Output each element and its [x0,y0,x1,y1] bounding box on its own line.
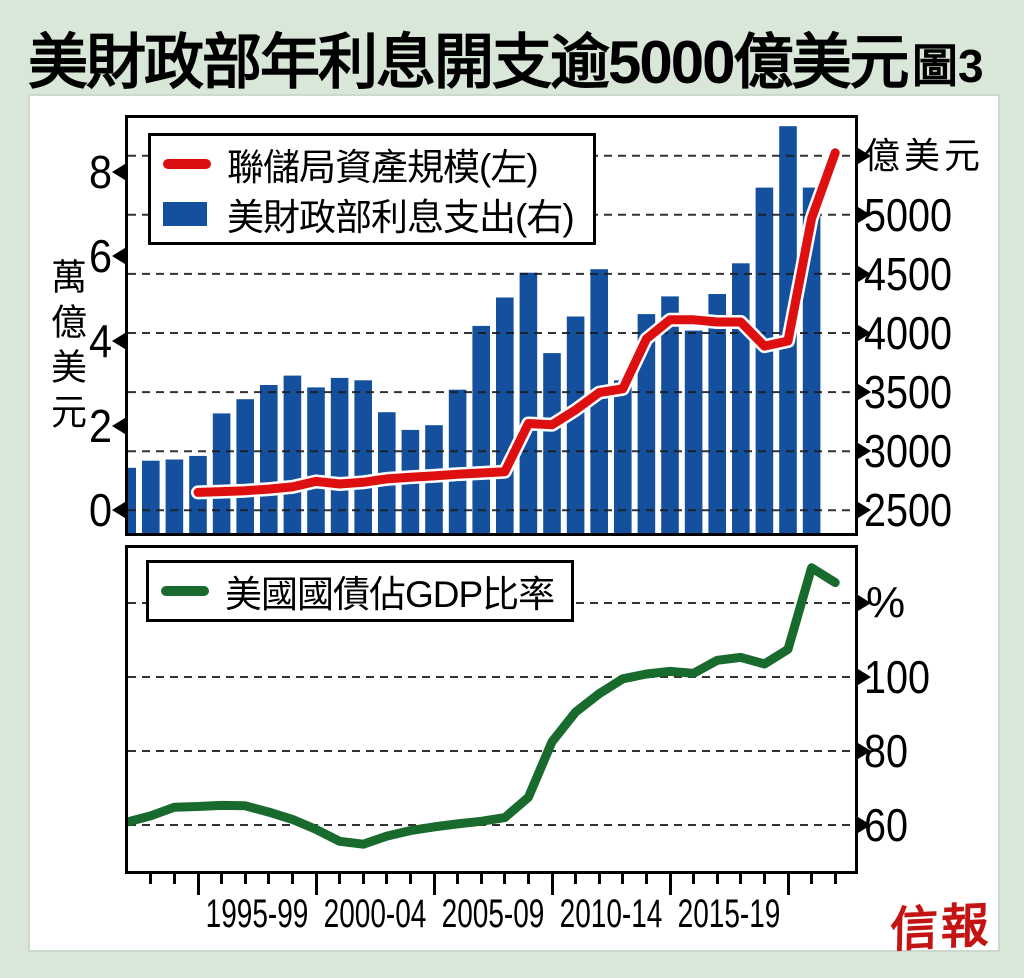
x-axis-tick-2007 [503,874,506,884]
percent-axis-unit-label: % [866,581,905,625]
newspaper-chart-page: 美財政部年利息開支逾5000億美元 圖3 聯儲局資產規模(左) 美財政部利息支出… [0,0,1024,978]
x-axis-major-tick-2009 [551,874,554,895]
green-line-swatch [161,586,209,596]
left-axis-tick-arrow [112,418,125,434]
bar-1992 [142,461,160,533]
percent-axis-tick-label: 100 [864,651,930,703]
x-axis-label: 2015-19 [678,892,781,937]
x-axis-tick-1996 [244,874,247,884]
bar-1993 [166,460,184,534]
right-axis-unit-arrow [858,148,871,164]
blue-square-swatch [163,202,207,226]
right-axis-tick-label: 3500 [864,366,952,418]
x-axis-tick-2013 [645,874,648,884]
x-axis-label: 1995-99 [206,892,309,937]
bar-2010 [567,317,585,534]
x-axis-tick-2006 [480,874,483,884]
bar-2015 [685,331,703,533]
x-axis-major-tick-2019 [787,874,790,895]
x-axis-tick-2015 [692,874,695,884]
x-axis-tick-2010 [574,874,577,884]
bar-2017 [732,263,750,533]
right-axis-tick-label: 4000 [864,307,952,359]
legend-label: 美國國債佔GDP比率 [225,564,554,618]
x-axis-tick-2005 [456,874,459,884]
bar-2009 [543,353,561,533]
x-axis-tick-2008 [527,874,530,884]
bar-1991 [128,468,136,533]
x-axis-major-tick-2004 [433,874,436,895]
bar-2016 [708,294,726,533]
right-axis-tick-label: 4500 [864,248,952,300]
x-axis-major-tick-1999 [315,874,318,895]
right-axis-tick-arrow [858,384,871,400]
percent-axis-tick-arrow [858,669,871,685]
x-axis-tick-2017 [739,874,742,884]
right-axis-tick-label: 2500 [864,484,952,536]
x-axis-tick-2012 [621,874,624,884]
x-axis-tick-2003 [409,874,412,884]
x-axis-major-tick-2014 [669,874,672,895]
left-axis-tick-label: 4 [74,315,112,367]
x-axis-tick-1993 [173,874,176,884]
percent-axis-unit-arrow [858,595,871,611]
percent-axis-tick-arrow [858,817,871,833]
hkej-logo: 信報 [889,885,992,960]
x-axis-tick-1997 [267,874,270,884]
page-title: 美財政部年利息開支逾5000億美元 [28,14,908,101]
legend-item-debt-gdp: 美國國債佔GDP比率 [161,566,559,616]
left-axis-tick-label: 8 [74,146,112,198]
x-axis-tick-2020 [810,874,813,884]
x-axis-tick-1992 [149,874,152,884]
bar-2005 [449,390,467,533]
figure-number-label: 圖3 [912,30,984,96]
left-axis-tick-arrow [112,502,125,518]
x-axis-label: 2005-09 [442,892,545,937]
fed-assets-interest-chart: 聯儲局資產規模(左) 美財政部利息支出(右) [125,115,858,536]
legend-label: 美財政部利息支出(右) [227,187,574,241]
right-axis-tick-arrow [858,325,871,341]
left-axis-tick-label: 6 [74,230,112,282]
legend-label: 聯儲局資產規模(左) [227,137,538,191]
right-axis-unit-label: 億美元 [864,134,984,178]
percent-axis-tick-arrow [858,743,871,759]
x-axis-tick-2001 [362,874,365,884]
bar-1996 [236,399,254,533]
x-axis-tick-2021 [834,874,837,884]
left-axis-tick-label: 2 [74,400,112,452]
x-axis-tick-1998 [291,874,294,884]
bar-2006 [472,326,490,533]
bar-1995 [213,413,231,533]
x-axis-tick-2011 [598,874,601,884]
debt-gdp-chart: 美國國債佔GDP比率 [125,545,858,874]
bar-2018 [756,188,774,533]
left-axis-tick-arrow [112,333,125,349]
x-axis-label: 2000-04 [324,892,427,937]
left-axis-tick-label: 0 [74,484,112,536]
bar-2008 [520,273,538,533]
top-chart-legend: 聯儲局資產規模(左) 美財政部利息支出(右) [148,133,596,245]
bottom-chart-legend: 美國國債佔GDP比率 [146,560,574,622]
x-axis-tick-1995 [220,874,223,884]
red-line-swatch [163,159,211,169]
x-axis-tick-2002 [385,874,388,884]
x-axis-label: 2010-14 [560,892,663,937]
left-axis-tick-arrow [112,248,125,264]
legend-item-fed-assets: 聯儲局資產規模(左) [163,139,581,189]
x-axis-tick-2018 [763,874,766,884]
right-axis-tick-arrow [858,266,871,282]
legend-item-interest-expense: 美財政部利息支出(右) [163,189,581,239]
left-axis-tick-arrow [112,164,125,180]
x-axis-tick-2000 [338,874,341,884]
right-axis-tick-arrow [858,207,871,223]
right-axis-tick-arrow [858,443,871,459]
right-axis-tick-label: 5000 [864,189,952,241]
x-axis-major-tick-1994 [197,874,200,895]
right-axis-tick-arrow [858,502,871,518]
x-axis-tick-2016 [716,874,719,884]
right-axis-tick-label: 3000 [864,425,952,477]
